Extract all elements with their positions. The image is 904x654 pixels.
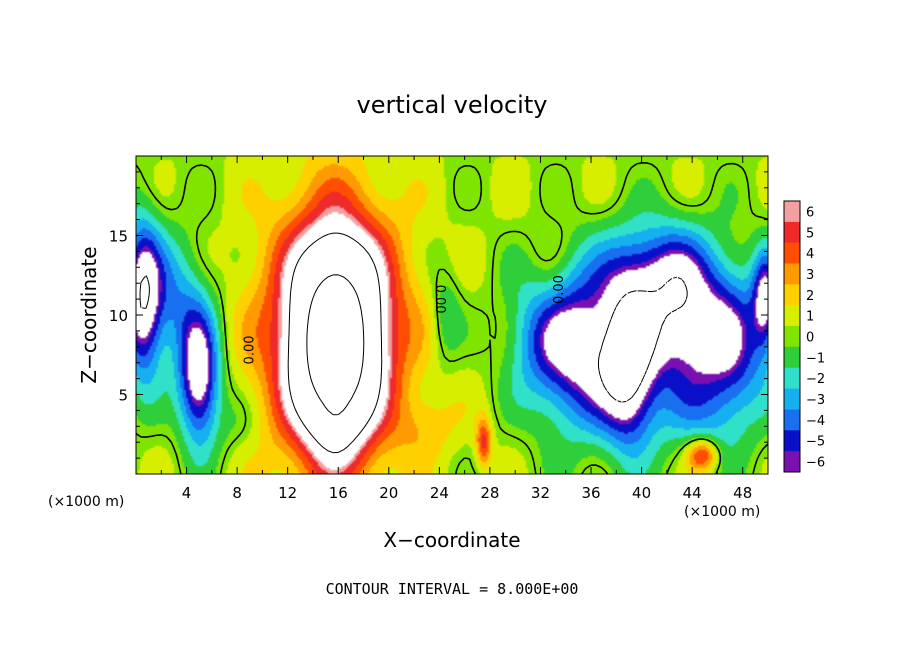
colorbar-swatch	[784, 388, 800, 410]
colorbar-label: −2	[806, 372, 825, 387]
x-tick-label: 32	[531, 484, 550, 502]
contour-line	[139, 274, 688, 403]
colorbar-label: 2	[806, 289, 814, 304]
contour-line	[306, 274, 365, 416]
y-tick-label: 10	[109, 307, 128, 325]
x-tick-label: 24	[430, 484, 449, 502]
x-tick-label: 36	[581, 484, 600, 502]
colorbar-label: 4	[806, 247, 814, 262]
y-axis-ticks: 5 10 15	[109, 171, 768, 459]
x-tick-label: 8	[232, 484, 242, 502]
y-tick-label: 15	[109, 228, 128, 246]
colorbar-label: 6	[806, 205, 814, 220]
colorbar-frame	[783, 200, 801, 473]
colorbar-label: 3	[806, 268, 814, 283]
contour-interval-footer: CONTOUR INTERVAL = 8.000E+00	[326, 580, 579, 598]
colorbar-swatch	[784, 284, 800, 306]
colorbar-label: −1	[806, 351, 825, 366]
colorbar-swatch	[784, 263, 800, 285]
x-tick-label: 20	[379, 484, 398, 502]
colorbar: 6 5 4 3 2 1 0 −1 −2 −3 −4 −5 −6	[783, 200, 825, 473]
y-axis-label: Z−coordinate	[77, 246, 101, 383]
colorbar-swatch	[784, 346, 800, 369]
x-tick-label: 28	[480, 484, 499, 502]
colorbar-label: −4	[806, 414, 825, 429]
contour-label: 0.00	[552, 275, 567, 304]
y-tick-label: 5	[118, 387, 128, 405]
x-axis-label: X−coordinate	[383, 528, 520, 552]
colorbar-label: 1	[806, 310, 814, 325]
x-axis-ticks: 4 8 12 16 20 24 28 32 36 40 44 48	[160, 156, 752, 502]
colorbar-swatch	[784, 430, 800, 452]
chart-title: vertical velocity	[357, 91, 548, 119]
contour-label: 0.00	[432, 285, 447, 314]
colorbar-label: −5	[806, 435, 825, 450]
x-tick-label: 4	[182, 484, 192, 502]
x-tick-label: 44	[683, 484, 702, 502]
colorbar-label: −3	[806, 393, 825, 408]
colorbar-swatch	[784, 201, 800, 223]
colorbar-label: 0	[806, 331, 814, 346]
colorbar-swatch	[784, 367, 800, 390]
contour-line	[287, 232, 383, 454]
x-tick-label: 40	[632, 484, 651, 502]
contour-lines	[136, 162, 768, 474]
z-unit-label: (×1000 m)	[684, 504, 760, 520]
colorbar-swatch	[784, 242, 800, 265]
x-tick-label: 48	[733, 484, 752, 502]
colorbar-swatch	[784, 451, 800, 473]
colorbar-label: 5	[806, 226, 814, 241]
colorbar-swatch	[784, 409, 800, 431]
colorbar-label: −6	[806, 456, 825, 471]
colorbar-swatch	[784, 221, 800, 244]
contour-label: 0.00	[242, 336, 257, 365]
colorbar-swatch	[784, 326, 800, 348]
contour-labels: 0.00 0.00 0.00	[242, 275, 567, 364]
x-tick-label: 16	[329, 484, 348, 502]
colorbar-swatch	[784, 305, 800, 327]
x-unit-label: (×1000 m)	[48, 494, 124, 510]
velocity-field	[136, 156, 768, 474]
x-tick-label: 12	[278, 484, 297, 502]
contour-line	[136, 162, 768, 474]
plot-area: 0.00 0.00 0.00	[135, 155, 769, 475]
